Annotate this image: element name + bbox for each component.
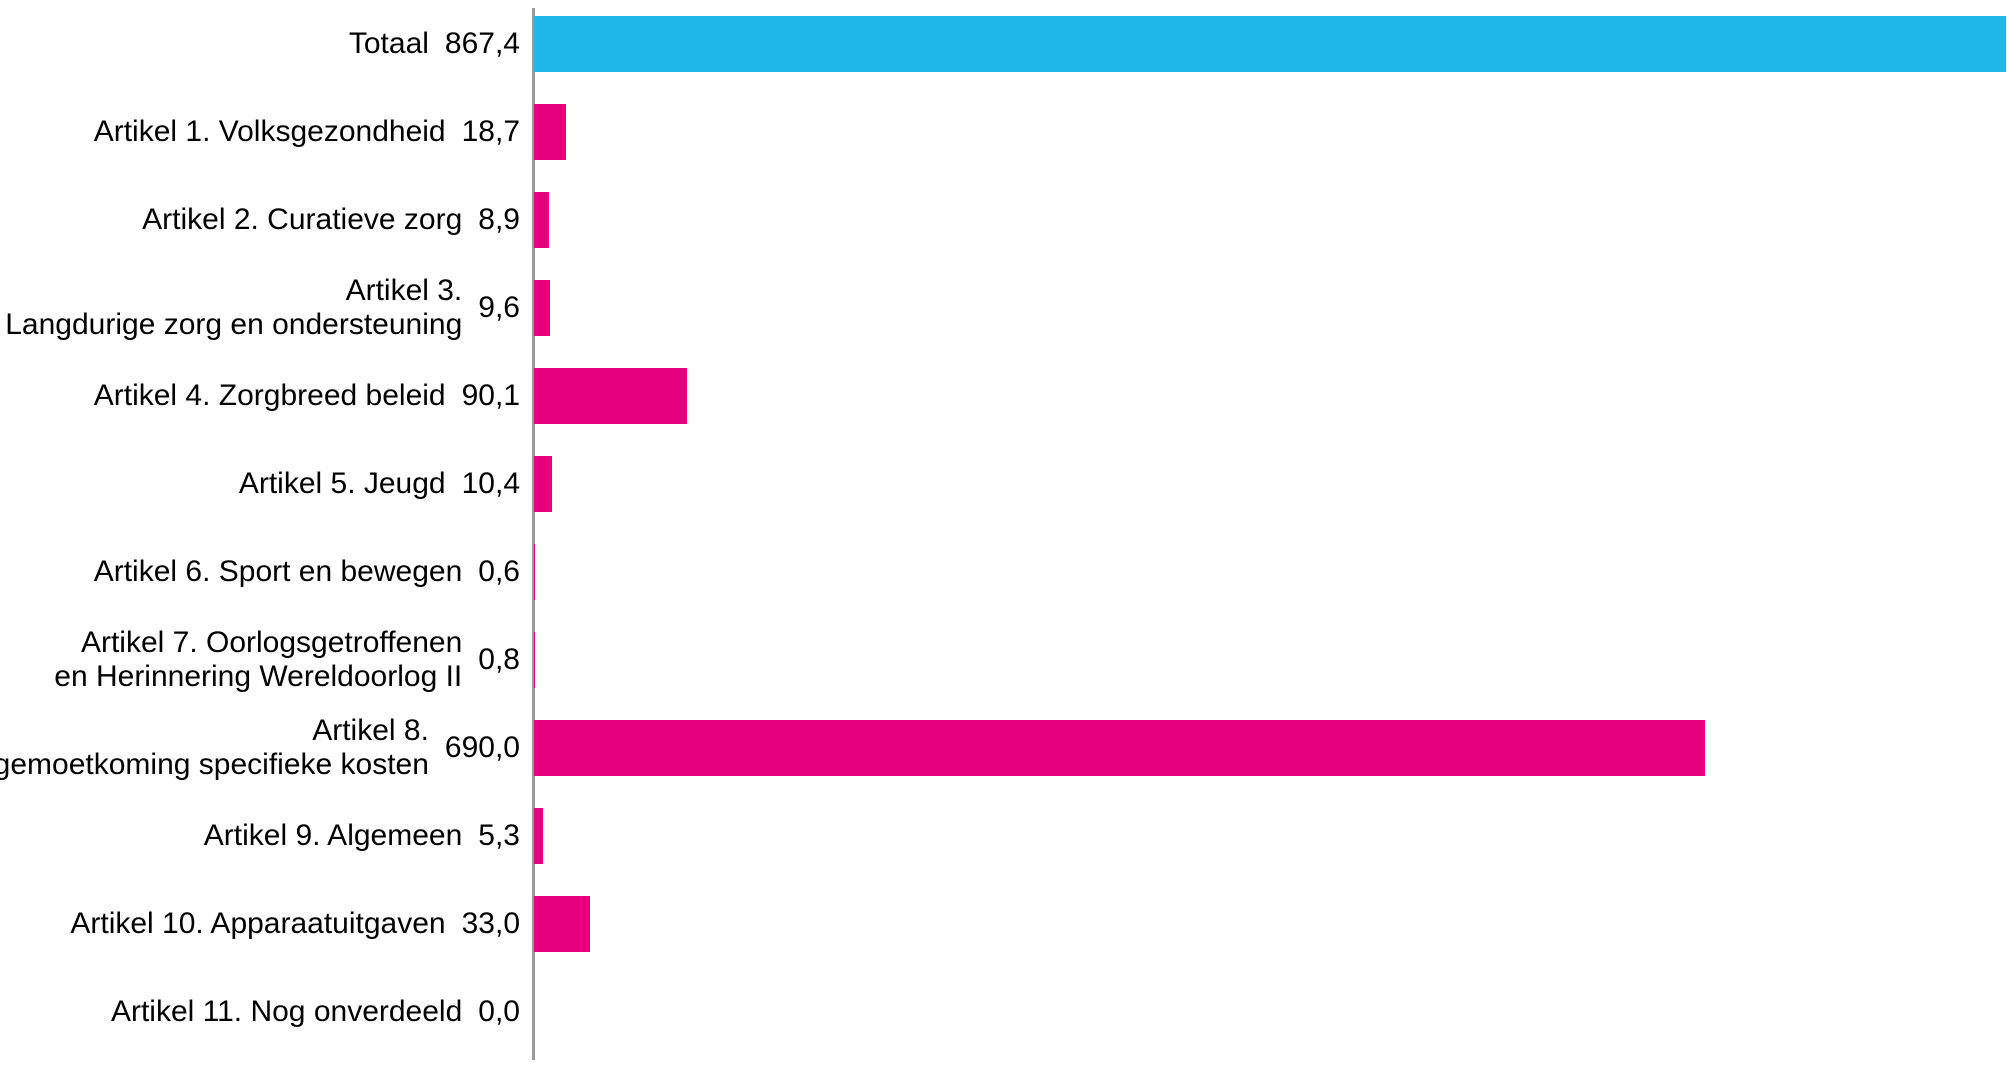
row-label-area: Artikel 8. Tegemoetkoming specifieke kos… xyxy=(0,720,520,776)
row-label: Artikel 6. Sport en bewegen xyxy=(94,555,463,590)
row-value: 0,0 xyxy=(478,995,520,1030)
row-value: 9,6 xyxy=(478,291,520,326)
chart-row: Artikel 3. Langdurige zorg en ondersteun… xyxy=(0,280,2008,336)
chart-row: Artikel 8. Tegemoetkoming specifieke kos… xyxy=(0,720,2008,776)
row-label: Artikel 8. Tegemoetkoming specifieke kos… xyxy=(0,714,429,783)
row-value: 90,1 xyxy=(462,379,520,414)
row-value: 690,0 xyxy=(445,731,520,766)
chart-row: Artikel 2. Curatieve zorg 8,9 xyxy=(0,192,2008,248)
row-label: Artikel 10. Apparaatuitgaven xyxy=(70,907,445,942)
bar xyxy=(534,544,535,600)
row-value: 0,8 xyxy=(478,643,520,678)
row-label: Artikel 7. Oorlogsgetroffenen en Herinne… xyxy=(54,626,462,695)
row-label-area: Artikel 11. Nog onverdeeld 0,0 xyxy=(0,984,520,1040)
chart-row: Artikel 10. Apparaatuitgaven 33,0 xyxy=(0,896,2008,952)
row-label: Artikel 4. Zorgbreed beleid xyxy=(94,379,446,414)
bar xyxy=(534,632,535,688)
row-label-area: Totaal 867,4 xyxy=(0,16,520,72)
row-label-area: Artikel 2. Curatieve zorg 8,9 xyxy=(0,192,520,248)
chart-row: Artikel 7. Oorlogsgetroffenen en Herinne… xyxy=(0,632,2008,688)
row-value: 10,4 xyxy=(462,467,520,502)
chart-row: Artikel 9. Algemeen 5,3 xyxy=(0,808,2008,864)
row-label-area: Artikel 1. Volksgezondheid 18,7 xyxy=(0,104,520,160)
bar xyxy=(534,808,543,864)
row-value: 5,3 xyxy=(478,819,520,854)
row-label: Artikel 9. Algemeen xyxy=(204,819,462,854)
row-label: Totaal xyxy=(349,27,429,62)
row-label-area: Artikel 7. Oorlogsgetroffenen en Herinne… xyxy=(0,632,520,688)
row-label-area: Artikel 4. Zorgbreed beleid 90,1 xyxy=(0,368,520,424)
chart-row: Artikel 5. Jeugd 10,4 xyxy=(0,456,2008,512)
row-label-area: Artikel 6. Sport en bewegen 0,6 xyxy=(0,544,520,600)
row-value: 33,0 xyxy=(462,907,520,942)
chart-row: Artikel 4. Zorgbreed beleid 90,1 xyxy=(0,368,2008,424)
row-label: Artikel 3. Langdurige zorg en ondersteun… xyxy=(5,274,462,343)
bar xyxy=(534,456,552,512)
bar xyxy=(534,280,550,336)
row-value: 867,4 xyxy=(445,27,520,62)
row-label: Artikel 5. Jeugd xyxy=(239,467,446,502)
row-label-area: Artikel 3. Langdurige zorg en ondersteun… xyxy=(0,280,520,336)
chart-row: Totaal 867,4 xyxy=(0,16,2008,72)
row-label: Artikel 2. Curatieve zorg xyxy=(142,203,462,238)
chart-row: Artikel 11. Nog onverdeeld 0,0 xyxy=(0,984,2008,1040)
row-label: Artikel 11. Nog onverdeeld xyxy=(111,995,462,1030)
row-label-area: Artikel 9. Algemeen 5,3 xyxy=(0,808,520,864)
row-label-area: Artikel 5. Jeugd 10,4 xyxy=(0,456,520,512)
row-value: 18,7 xyxy=(462,115,520,150)
row-label-area: Artikel 10. Apparaatuitgaven 33,0 xyxy=(0,896,520,952)
horizontal-bar-chart: Totaal 867,4 Artikel 1. Volksgezondheid 18,… xyxy=(0,0,2008,1067)
bar xyxy=(534,720,1705,776)
chart-row: Artikel 6. Sport en bewegen 0,6 xyxy=(0,544,2008,600)
bar xyxy=(534,104,566,160)
bar xyxy=(534,896,590,952)
bar xyxy=(534,368,687,424)
row-value: 8,9 xyxy=(478,203,520,238)
chart-row: Artikel 1. Volksgezondheid 18,7 xyxy=(0,104,2008,160)
row-label: Artikel 1. Volksgezondheid xyxy=(94,115,446,150)
bar xyxy=(534,16,2006,72)
row-value: 0,6 xyxy=(478,555,520,590)
bar xyxy=(534,192,549,248)
